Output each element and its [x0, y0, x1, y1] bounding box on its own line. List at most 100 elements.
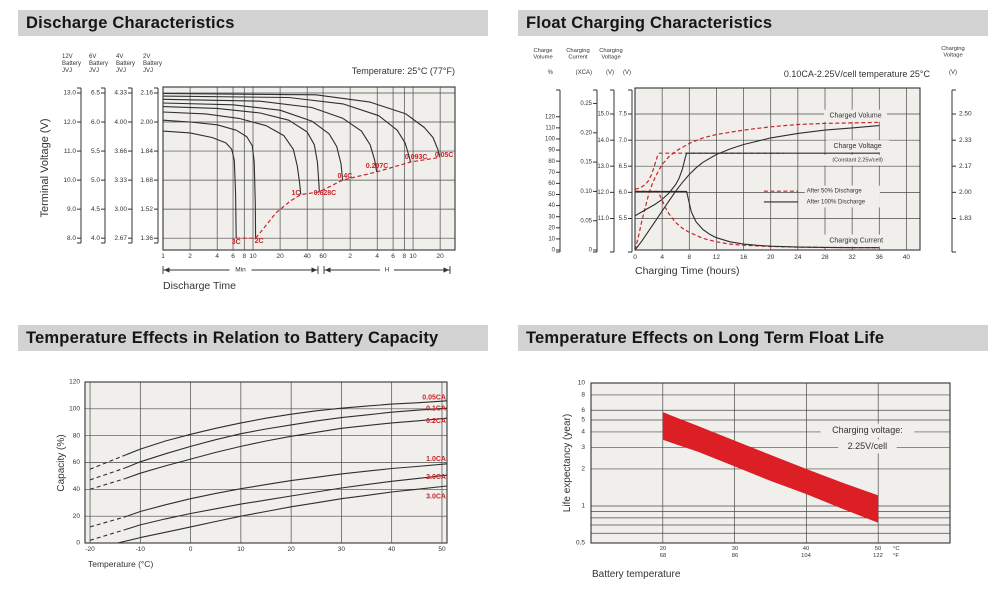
- header-float-charging-characteristics: Float Charging Characteristics: [518, 10, 988, 36]
- y-tick-label: 60: [73, 459, 81, 466]
- scale-charging-voltage-cell: 2.50 2.33 2.17 2.00 1.83: [951, 89, 972, 253]
- right-unit-voltage: (V): [949, 70, 957, 76]
- x-tick-label: 28: [821, 254, 829, 261]
- series-charged-volume-after-50: [634, 121, 880, 251]
- plot-border: [162, 86, 456, 251]
- col-header-12v: JVJ: [62, 68, 72, 74]
- x-tick-label: 8: [403, 253, 407, 260]
- x-tick-label: 4: [215, 253, 219, 260]
- col-header-2v: JVJ: [143, 68, 153, 74]
- scale-4v-battery: 4.33 4.00 3.66 3.33 3.00 2.67: [114, 87, 133, 244]
- col-header-current: Charging: [566, 48, 590, 54]
- col-header-12v: 12V: [62, 54, 73, 60]
- ruler-tick-label: 90: [548, 148, 555, 154]
- label-bg: [824, 109, 887, 122]
- col-header-volume: Volume: [533, 55, 552, 61]
- range-arrowhead: [164, 267, 170, 273]
- ruler-tick-label: 2.16: [140, 90, 153, 97]
- label-bg: [804, 185, 880, 197]
- ruler-tick-label: 70: [548, 170, 555, 176]
- y-tick-label: 40: [73, 486, 81, 493]
- y-tick-label: 100: [69, 406, 80, 413]
- series-0.1CA: [124, 407, 448, 469]
- x-tick-label: 20: [437, 253, 445, 260]
- series-0.207C: [162, 98, 378, 172]
- x-tick-label: 6: [391, 253, 395, 260]
- ruler-tick-label: 15.0: [597, 112, 609, 118]
- x-axis-title: Discharge Time: [163, 280, 236, 292]
- range-label: H: [385, 267, 390, 274]
- x-tick-label: 2: [348, 253, 352, 260]
- x-tick-label: 40: [903, 254, 911, 261]
- x-tick-50: 122: [873, 553, 883, 559]
- series-0.2CA-dashed: [89, 478, 126, 490]
- x-tick-label: 36: [876, 254, 884, 261]
- series-label-After 100% Discharge: After 100% Discharge: [807, 199, 866, 205]
- x-axis-title: Battery temperature: [592, 569, 681, 580]
- ruler-tick-label: 1.36: [140, 235, 153, 242]
- ruler-tick-label: 12.0: [63, 119, 76, 126]
- ruler-tick-label: 0.15: [580, 160, 592, 166]
- ruler-tick-label: 0.05: [580, 218, 592, 224]
- col-header-2v: 2V: [143, 54, 150, 60]
- label-bg: [820, 234, 892, 247]
- ruler-tick-label: 6.0: [619, 190, 628, 196]
- ruler-tick-label: 9.0: [67, 206, 76, 213]
- condition-annotation: 0.10CA-2.25V/cell temperature 25°C: [784, 69, 931, 79]
- ruler-tick-label: 10.0: [63, 177, 76, 184]
- ruler-tick-label: 2.33: [959, 137, 972, 144]
- col-header-voltage: Charging: [599, 48, 623, 54]
- y-tick-label: 3: [581, 444, 585, 451]
- plot-area: [163, 87, 455, 250]
- series-charge-voltage-after-50: [634, 152, 785, 190]
- scale-charge-volume: 0 10 20 30 40 50 60 70 80 90 100 110 120: [545, 89, 561, 254]
- ruler-tick-label: 2.00: [140, 119, 153, 126]
- x-tick-label: 1: [161, 253, 165, 260]
- x-tick-label: 4: [375, 253, 379, 260]
- ruler-tick-label: 3.33: [114, 177, 127, 184]
- x-tick-label: -20: [85, 546, 95, 553]
- x-tick-label: 40: [388, 546, 396, 553]
- col-unit-voltage: (V): [606, 70, 614, 76]
- y-tick-label: 20: [73, 513, 81, 520]
- ruler-tick-label: 100: [545, 137, 556, 143]
- x-tick-label: 20: [276, 253, 284, 260]
- series-label-Charging voltage:: Charging voltage:: [832, 425, 903, 435]
- series-2.0CA: [125, 474, 448, 531]
- ruler-tick-label: 6.0: [91, 119, 100, 126]
- y-axis-title: Life expectancy (year): [562, 414, 573, 512]
- axis-range-H: H: [323, 265, 451, 275]
- ruler-tick-label: 0.20: [580, 130, 592, 136]
- y-axis-title: Terminal Voltage (V): [39, 118, 51, 217]
- ruler-tick-label: 1.52: [140, 206, 153, 213]
- series-label-2.25V/cell: 2.25V/cell: [848, 441, 888, 451]
- scale-charging-current: 0 0.05 0.10 0.15 0.20 0.25: [580, 89, 598, 254]
- plot-border: [590, 382, 951, 544]
- ruler-tick-label: 14.0: [597, 138, 609, 144]
- x-axis-title: Charging Time (hours): [635, 265, 739, 277]
- y-tick-label: 120: [69, 379, 80, 386]
- temperature-annotation: Temperature: 25°C (77°F): [352, 66, 455, 76]
- ruler-tick-label: 1.83: [959, 215, 972, 222]
- ruler-tick-label: 1.68: [140, 177, 153, 184]
- series-label-0.1CA: 0.1CA: [426, 406, 446, 413]
- series-3.0CA: [117, 485, 448, 544]
- series-label-Charging Current: Charging Current: [829, 237, 883, 244]
- header-temperature-effects-float-life: Temperature Effects on Long Term Float L…: [518, 325, 988, 351]
- series-label-0.4C: 0.4C: [338, 173, 353, 180]
- series-charged-volume-after-100: [634, 125, 880, 251]
- right-header-voltage: Voltage: [943, 53, 962, 59]
- series-2C: [162, 119, 257, 239]
- header-temperature-effects-capacity: Temperature Effects in Relation to Batte…: [18, 325, 488, 351]
- series-0.628C: [162, 106, 320, 192]
- series-label-After 50% Discharge: After 50% Discharge: [807, 189, 863, 195]
- ruler-tick-label: 4.00: [114, 119, 127, 126]
- y-tick-label: 0: [76, 540, 80, 547]
- x-tick-20: 68: [660, 553, 666, 559]
- series-label-2.0CA: 2.0CA: [426, 474, 446, 481]
- col-header-6v: Battery: [89, 61, 108, 67]
- x-tick-label: -10: [136, 546, 146, 553]
- chart-float-life: Charging voltage:2.25V/cell1086543210.52…: [562, 380, 951, 580]
- x-tick-30: 30: [732, 546, 738, 552]
